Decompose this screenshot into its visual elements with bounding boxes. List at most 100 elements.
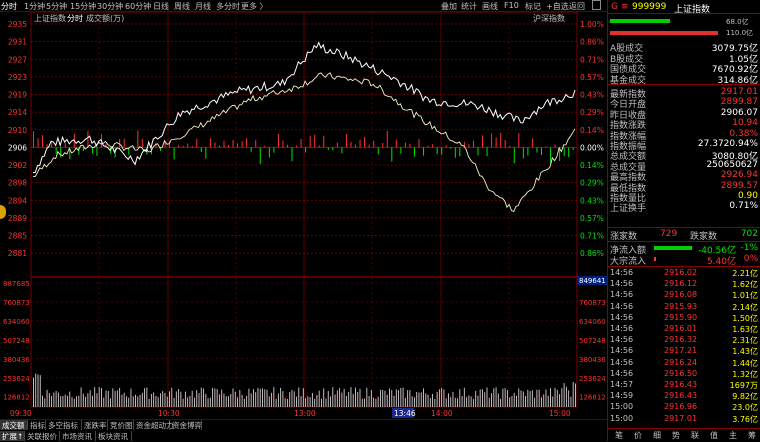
- tick-volume: 2.31亿: [732, 336, 758, 346]
- volume-bar: [493, 388, 495, 407]
- quote-value: 2926.94: [720, 170, 758, 181]
- toolbar-0[interactable]: 分时: [1, 2, 17, 11]
- updown-bar: [218, 145, 220, 148]
- bottom-tab2-0[interactable]: 扩展↑: [0, 431, 25, 441]
- buy-bar: [610, 19, 670, 23]
- updown-bar: [554, 144, 556, 148]
- updown-bar: [323, 135, 325, 148]
- panel-tab-4[interactable]: 联: [691, 431, 699, 440]
- volume-bar: [384, 390, 386, 407]
- volume-bar: [82, 393, 84, 407]
- updown-bar: [78, 147, 80, 155]
- y-right-label: 0.86%: [580, 249, 604, 258]
- tick-price: 2916.24: [664, 357, 698, 367]
- copy-icon[interactable]: [592, 0, 601, 10]
- volume-bar: [203, 388, 204, 407]
- bottom-tab-bar: 成交额 指标 多空指标 涨跌率 竞价图 资金超动力 资金博弈扩展↑ 关联报价 市场资讯 板块资讯: [0, 419, 607, 441]
- toolbar-2[interactable]: 5分钟: [46, 2, 68, 11]
- toolbar-right-2[interactable]: 画线: [482, 2, 498, 11]
- volume-bar: [531, 390, 533, 407]
- toolbar-right-6[interactable]: 返回: [569, 2, 585, 11]
- y-left-label: 2906: [8, 143, 27, 152]
- toolbar-right-1[interactable]: 统计: [461, 2, 477, 11]
- bottom-tab-1[interactable]: 指标: [30, 420, 46, 430]
- volume-bar: [500, 398, 502, 407]
- bottom-tab-4[interactable]: 竞价图: [110, 420, 134, 430]
- updown-bar: [33, 131, 34, 148]
- volume-bar: [207, 398, 209, 407]
- volume-bar: [264, 389, 266, 407]
- bottom-tab2-2[interactable]: 市场资讯: [60, 431, 96, 441]
- volume-bar: [89, 390, 91, 407]
- toolbar-3[interactable]: 15分钟: [70, 2, 97, 11]
- updown-bar: [255, 139, 257, 148]
- volume-bar: [361, 398, 363, 407]
- volume-bar: [271, 392, 273, 407]
- toolbar-right-0[interactable]: 叠加: [441, 2, 457, 11]
- tick-price: 2916.96: [664, 402, 698, 412]
- bottom-tab-0[interactable]: 成交额: [0, 420, 28, 430]
- panel-tab-5[interactable]: 值: [710, 431, 718, 440]
- volume-bar: [479, 389, 481, 407]
- updown-bar: [350, 141, 352, 148]
- updown-bar: [468, 144, 470, 148]
- volume-bar: [538, 389, 540, 407]
- intraday-chart[interactable]: 上证指数 分时 成交额(万) 沪深指数 2935 1.00% 2931 0.86% 2927 0.…: [0, 11, 607, 419]
- panel-tab-2[interactable]: 细: [653, 431, 661, 440]
- bottom-tab2-1[interactable]: 关联报价: [25, 431, 60, 441]
- volume-bar: [411, 396, 413, 407]
- toolbar-right-5[interactable]: +自选: [546, 2, 569, 11]
- toolbar-7[interactable]: 周线: [174, 2, 190, 11]
- volume-bar: [198, 393, 200, 407]
- volume-bar: [137, 396, 139, 407]
- volume-bar: [450, 397, 452, 407]
- updown-bar: [173, 147, 175, 160]
- toolbar-4[interactable]: 30分钟: [97, 2, 124, 11]
- vol-left-label: 887685: [3, 280, 30, 288]
- volume-bar: [239, 389, 241, 407]
- panel-tab-0[interactable]: 笔: [615, 431, 623, 440]
- volume-bar: [357, 392, 359, 407]
- volume-bar: [252, 389, 254, 407]
- volume-bar: [191, 390, 193, 407]
- toolbar-9[interactable]: 多分时: [216, 2, 240, 11]
- volume-bar: [123, 392, 125, 407]
- volume-bar: [400, 387, 402, 407]
- volume-bar: [395, 389, 397, 407]
- volume-bar: [434, 398, 436, 407]
- flow-row: 净流入额 -40.56亿 -1%: [610, 243, 758, 256]
- panel-tab-3[interactable]: 势: [672, 431, 680, 440]
- toolbar-right-3[interactable]: F10: [504, 1, 519, 10]
- bottom-tab-3[interactable]: 涨跌率: [84, 420, 108, 430]
- vol-left-label: 380436: [3, 356, 30, 364]
- bottom-tab-5[interactable]: 资金超动力: [136, 420, 174, 430]
- vol-highlight-label: 849641: [579, 277, 606, 285]
- updown-bar: [200, 147, 202, 152]
- volume-bar: [225, 396, 227, 407]
- bottom-tab2-3[interactable]: 板块资讯: [96, 431, 132, 441]
- volume-bar: [502, 388, 504, 407]
- toolbar-1[interactable]: 1分钟: [24, 2, 46, 11]
- volume-bar: [445, 398, 447, 407]
- panel-tab-1[interactable]: 价: [634, 431, 642, 440]
- volume-bar: [91, 395, 93, 407]
- expand-handle-icon[interactable]: [0, 205, 6, 219]
- panel-tab-7[interactable]: 筹: [748, 431, 756, 440]
- toolbar-5[interactable]: 60分钟: [125, 2, 152, 11]
- volume-bar: [540, 397, 542, 407]
- volume-bar: [423, 388, 424, 407]
- updown-bar: [291, 147, 293, 162]
- toolbar-10[interactable]: 更多 〉: [241, 2, 268, 11]
- tick-volume: 2.21亿: [732, 269, 758, 278]
- toolbar-right-4[interactable]: 标记: [525, 2, 541, 11]
- toolbar-8[interactable]: 月线: [195, 2, 211, 11]
- volume-bar: [237, 397, 239, 407]
- updown-bar: [427, 145, 429, 148]
- chart-svg[interactable]: 上证指数 分时 成交额(万) 沪深指数 2935 1.00% 2931 0.86% 2927 0.…: [0, 11, 607, 419]
- bottom-tab-2[interactable]: 多空指标: [46, 420, 82, 430]
- toolbar-6[interactable]: 日线: [153, 2, 169, 11]
- bottom-tab-6[interactable]: 资金博弈: [172, 420, 202, 430]
- panel-tab-6[interactable]: 主: [729, 431, 737, 440]
- volume-bar: [527, 389, 529, 407]
- volume-bar: [53, 392, 55, 407]
